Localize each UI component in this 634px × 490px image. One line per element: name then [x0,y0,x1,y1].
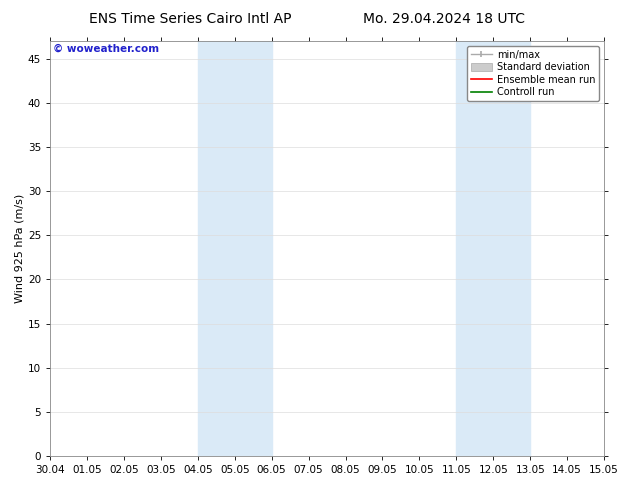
Bar [198,41,272,456]
Y-axis label: Wind 925 hPa (m/s): Wind 925 hPa (m/s) [15,194,25,303]
Text: ENS Time Series Cairo Intl AP: ENS Time Series Cairo Intl AP [89,12,292,26]
Text: Mo. 29.04.2024 18 UTC: Mo. 29.04.2024 18 UTC [363,12,525,26]
Text: © woweather.com: © woweather.com [53,43,159,53]
Legend: min/max, Standard deviation, Ensemble mean run, Controll run: min/max, Standard deviation, Ensemble me… [467,46,599,101]
Bar [456,41,530,456]
